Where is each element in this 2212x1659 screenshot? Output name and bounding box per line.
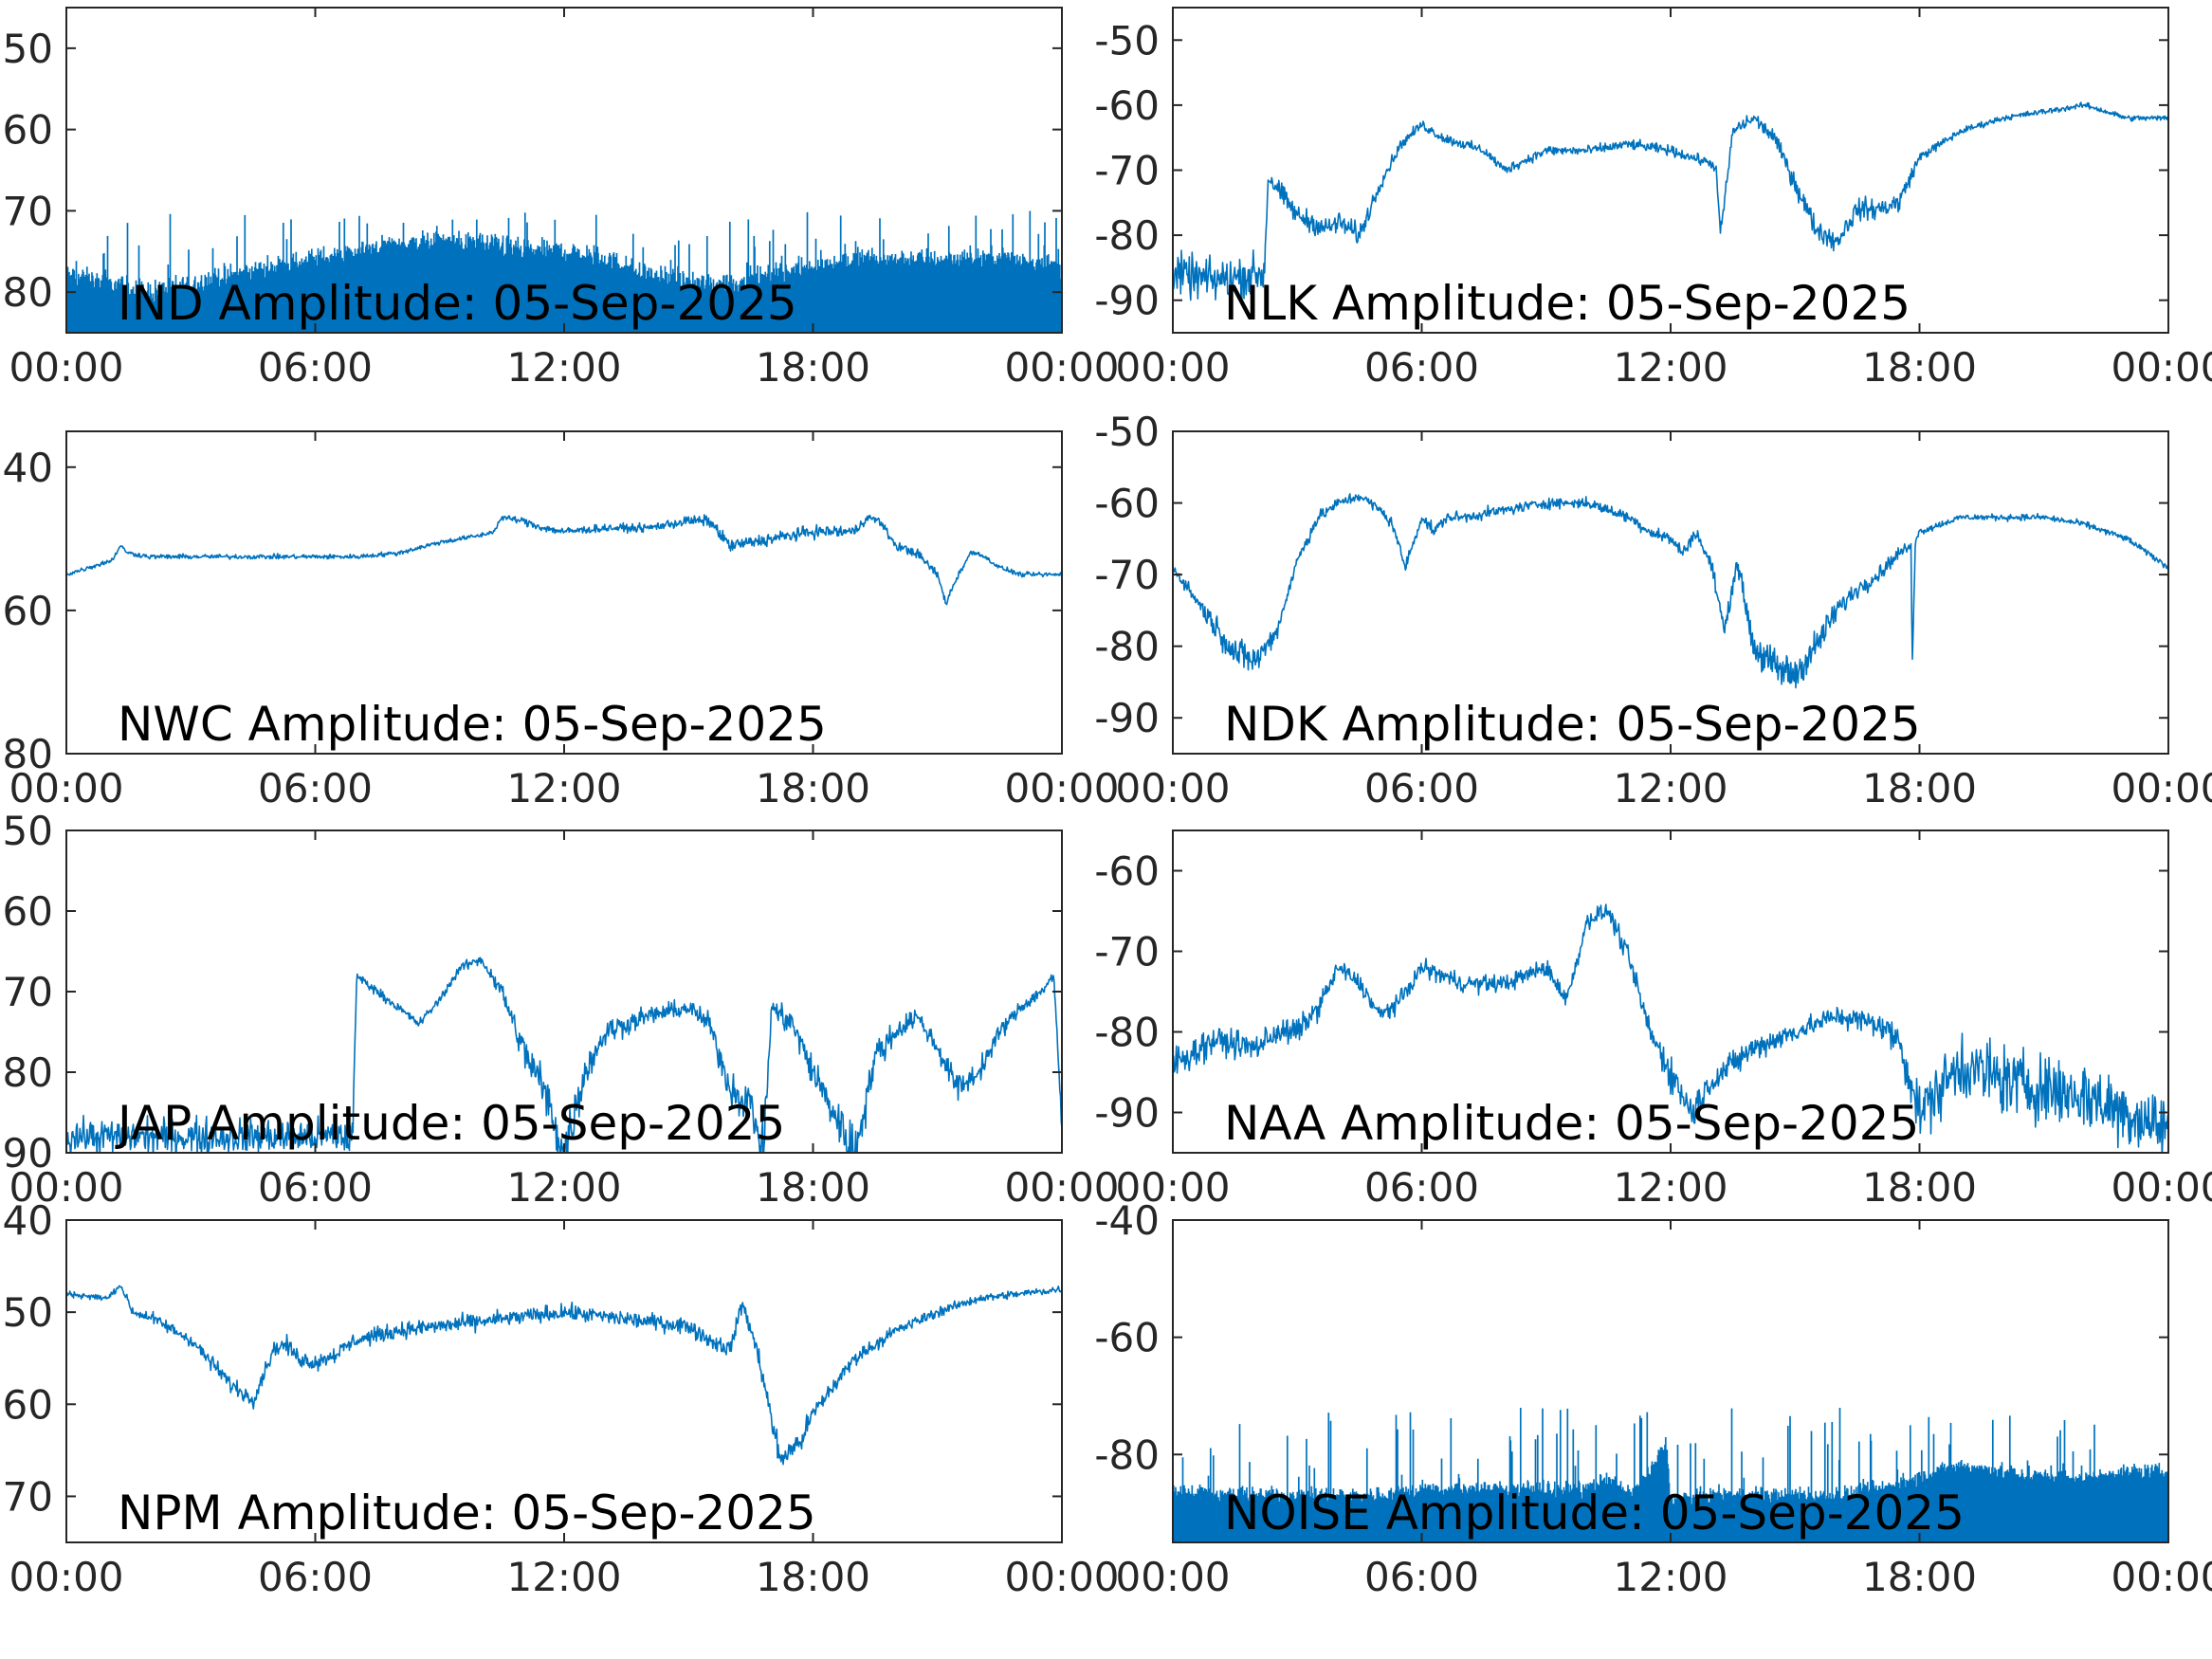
panel-title: NAA Amplitude: 05-Sep-2025 xyxy=(1224,1096,1919,1151)
x-tick-label: 06:00 xyxy=(258,1164,373,1211)
y-tick-label: 70 xyxy=(3,1473,53,1520)
x-tick-label: 18:00 xyxy=(756,765,870,811)
panel-naa: -60 -70 -80 -90 00:00 06:00 12:00 18:00 00:00 NAA… xyxy=(1094,830,2212,1211)
y-tick-label: 80 xyxy=(3,731,53,777)
x-tick-label: 06:00 xyxy=(1364,1554,1479,1600)
x-tick-label: 06:00 xyxy=(258,765,373,811)
y-tick-label: 60 xyxy=(3,1381,53,1428)
x-tick-label: 06:00 xyxy=(258,1554,373,1600)
panel-ind: 50 60 70 80 00:00 06:00 12:00 18:00 00:00 IND Amp… xyxy=(3,7,1120,391)
y-tick-label: 60 xyxy=(3,588,53,634)
panel-ndk: -50 -60 -70 -80 -90 00:00 06:00 12:00 18:00 00:00… xyxy=(1094,409,2212,811)
panel-title: JAP Amplitude: 05-Sep-2025 xyxy=(115,1096,785,1151)
panel-title: NLK Amplitude: 05-Sep-2025 xyxy=(1224,276,1910,331)
y-tick-label: 40 xyxy=(3,445,53,491)
panel-nlk: -50 -60 -70 -80 -90 00:00 06:00 12:00 18:00 00:00… xyxy=(1094,7,2212,391)
series-trace xyxy=(66,514,1062,606)
y-tick-label: -80 xyxy=(1094,212,1160,259)
x-tick-label: 12:00 xyxy=(1613,765,1728,811)
y-tick-label: -90 xyxy=(1094,278,1160,324)
panel-noise: -40 -60 -80 00:00 06:00 12:00 18:00 00:00 NOISE … xyxy=(1094,1197,2212,1600)
panel-title: NWC Amplitude: 05-Sep-2025 xyxy=(118,697,827,752)
x-tick-label: 00:00 xyxy=(9,1554,123,1600)
y-tick-label: -60 xyxy=(1094,481,1160,527)
x-tick-label: 00:00 xyxy=(2111,1554,2212,1600)
x-tick-label: 06:00 xyxy=(1364,344,1479,391)
y-tick-label: 80 xyxy=(3,269,53,316)
y-tick-label: 70 xyxy=(3,969,53,1015)
x-tick-label: 18:00 xyxy=(756,344,870,391)
x-tick-label: 00:00 xyxy=(1004,344,1119,391)
series-trace xyxy=(1173,101,2168,301)
x-tick-label: 12:00 xyxy=(506,1554,621,1600)
series-trace xyxy=(1173,1408,2168,1542)
x-tick-label: 18:00 xyxy=(1862,1554,1977,1600)
x-tick-label: 00:00 xyxy=(9,1164,123,1211)
y-tick-label: 50 xyxy=(3,1289,53,1336)
y-tick-label: -70 xyxy=(1094,148,1160,194)
x-tick-label: 00:00 xyxy=(1004,1164,1119,1211)
y-tick-label: -70 xyxy=(1094,552,1160,598)
x-tick-label: 12:00 xyxy=(506,765,621,811)
panel-npm: 40 50 60 70 00:00 06:00 12:00 18:00 00:00 NPM Amp… xyxy=(3,1197,1120,1600)
panel-title: NDK Amplitude: 05-Sep-2025 xyxy=(1224,697,1921,752)
x-tick-label: 12:00 xyxy=(506,1164,621,1211)
x-tick-label: 00:00 xyxy=(1004,765,1119,811)
y-tick-label: 50 xyxy=(3,26,53,72)
x-tick-label: 00:00 xyxy=(1115,1164,1230,1211)
series-trace xyxy=(1173,493,2168,689)
x-tick-label: 00:00 xyxy=(9,344,123,391)
y-tick-label: -50 xyxy=(1094,409,1160,455)
x-tick-label: 00:00 xyxy=(1115,1554,1230,1600)
x-tick-label: 00:00 xyxy=(1115,344,1230,391)
y-tick-label: -80 xyxy=(1094,1431,1160,1478)
y-tick-label: 40 xyxy=(3,1197,53,1244)
y-tick-label: 80 xyxy=(3,1049,53,1096)
series-trace xyxy=(66,210,1062,333)
y-tick-label: -90 xyxy=(1094,1090,1160,1137)
y-tick-label: -60 xyxy=(1094,1315,1160,1361)
x-tick-label: 06:00 xyxy=(258,344,373,391)
x-tick-label: 12:00 xyxy=(1613,1164,1728,1211)
x-tick-label: 18:00 xyxy=(1862,1164,1977,1211)
y-tick-label: -90 xyxy=(1094,695,1160,741)
panel-title: NOISE Amplitude: 05-Sep-2025 xyxy=(1224,1486,1965,1540)
x-tick-label: 18:00 xyxy=(756,1554,870,1600)
y-tick-label: -60 xyxy=(1094,848,1160,895)
x-tick-label: 00:00 xyxy=(1004,1554,1119,1600)
y-tick-label: 70 xyxy=(3,188,53,234)
x-tick-label: 12:00 xyxy=(1613,1554,1728,1600)
y-tick-label: 60 xyxy=(3,107,53,154)
panel-title: NPM Amplitude: 05-Sep-2025 xyxy=(118,1486,816,1540)
x-tick-label: 18:00 xyxy=(1862,765,1977,811)
x-tick-label: 00:00 xyxy=(1115,765,1230,811)
x-tick-label: 12:00 xyxy=(506,344,621,391)
x-tick-label: 06:00 xyxy=(1364,765,1479,811)
y-tick-label: -40 xyxy=(1094,1197,1160,1244)
y-tick-label: 90 xyxy=(3,1130,53,1176)
panel-title: IND Amplitude: 05-Sep-2025 xyxy=(118,276,797,331)
y-tick-label: -50 xyxy=(1094,17,1160,64)
y-tick-label: -60 xyxy=(1094,82,1160,129)
series-trace xyxy=(1173,903,2168,1153)
x-tick-label: 00:00 xyxy=(2111,344,2212,391)
x-tick-label: 18:00 xyxy=(1862,344,1977,391)
y-tick-label: 50 xyxy=(3,808,53,854)
y-tick-label: 60 xyxy=(3,888,53,935)
series-trace xyxy=(66,1285,1062,1466)
x-tick-label: 00:00 xyxy=(2111,1164,2212,1211)
x-tick-label: 00:00 xyxy=(2111,765,2212,811)
x-tick-label: 18:00 xyxy=(756,1164,870,1211)
x-tick-label: 12:00 xyxy=(1613,344,1728,391)
y-tick-label: -80 xyxy=(1094,624,1160,670)
y-tick-label: -70 xyxy=(1094,929,1160,975)
x-tick-label: 06:00 xyxy=(1364,1164,1479,1211)
y-tick-label: -80 xyxy=(1094,1010,1160,1056)
x-tick-label: 00:00 xyxy=(9,765,123,811)
